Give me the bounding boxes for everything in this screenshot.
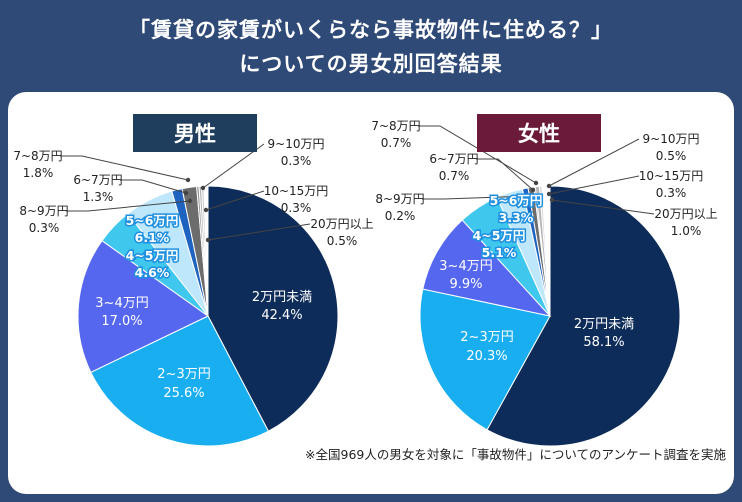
slice-value: 9.9% [449, 277, 482, 292]
leader-dot [185, 177, 191, 183]
male-badge [133, 114, 257, 152]
slice-value: 0.2% [385, 209, 416, 223]
slice-value: 0.5% [656, 149, 687, 163]
slice-label: 2~3万円 [460, 330, 513, 345]
slice-value: 0.3% [281, 201, 312, 215]
footnote: ※全国969人の男女を対象に「事故物件」についてのアンケート調査を実施 [305, 447, 726, 462]
slice-label: 6~7万円 [429, 152, 478, 166]
leader-dot [546, 191, 552, 197]
slice-value: 1.8% [23, 166, 54, 180]
pie-slice [419, 288, 551, 431]
leader-line [418, 125, 537, 184]
slice-label: 3~4万円 [439, 259, 492, 274]
slice-label: 2万円未満 [574, 317, 634, 332]
female-pie [418, 125, 681, 447]
leader-dot [205, 237, 211, 243]
slice-label: 6~7万円 [73, 173, 122, 187]
male-pie [60, 143, 339, 447]
title-line-2: についての男女別回答結果 [239, 52, 503, 76]
slice-label: 7~8万円 [371, 119, 420, 133]
leader-line [548, 175, 640, 195]
leader-dot [530, 187, 536, 193]
leader-line [422, 195, 532, 200]
leader-dot [533, 180, 539, 186]
leader-line [207, 223, 311, 241]
slice-value: 25.6% [163, 386, 204, 401]
pie-slice [90, 315, 270, 447]
chart-header: 「賃貸の家賃がいくらなら事故物件に住める？」 についての男女別回答結果 [0, 0, 742, 88]
slice-label: 10~15万円 [264, 184, 329, 198]
slice-value: 58.1% [583, 335, 624, 350]
slice-value: 0.5% [327, 234, 358, 248]
slice-label: 9~10万円 [643, 132, 700, 146]
slice-label: 20万円以上 [654, 207, 717, 221]
pie-slice [486, 185, 681, 447]
leader-line [548, 138, 640, 187]
slice-label: 5~6万円 [126, 213, 179, 228]
leader-dot [549, 197, 555, 203]
slice-value: 0.3% [656, 186, 687, 200]
slice-label: 8~9万円 [19, 204, 68, 218]
pie-slice [422, 219, 552, 317]
slice-label: 8~9万円 [375, 192, 424, 206]
slice-value: 1.0% [671, 224, 702, 238]
leader-line [66, 200, 191, 212]
slice-value: 0.3% [281, 154, 312, 168]
female-title: 女性 [518, 122, 560, 146]
slice-label: 7~8万円 [13, 149, 62, 163]
slice-value: 5.1% [482, 245, 517, 260]
slice-value: 1.3% [83, 190, 114, 204]
leader-line [205, 190, 265, 211]
leader-line [551, 199, 655, 215]
slice-value: 20.3% [466, 349, 507, 364]
slice-value: 6.1% [135, 230, 170, 245]
leader-dot [546, 183, 552, 189]
slice-value: 0.7% [381, 136, 412, 150]
slice-value: 3.3% [499, 210, 534, 225]
leader-dot [200, 185, 206, 191]
slice-value: 0.7% [439, 169, 470, 183]
pie-slice [207, 185, 339, 432]
slice-value: 0.3% [29, 221, 60, 235]
female-badge [477, 114, 601, 152]
slice-value: 4.6% [135, 265, 170, 280]
leader-dot [528, 193, 534, 199]
male-title: 男性 [174, 122, 216, 146]
title-line-1: 「賃貸の家賃がいくらなら事故物件に住める？」 [129, 18, 613, 42]
slice-label: 9~10万円 [268, 137, 325, 151]
leader-line [120, 179, 187, 194]
leader-line [60, 155, 189, 181]
leader-line [476, 158, 534, 191]
slice-label: 2万円未満 [252, 290, 312, 305]
leader-dot [183, 190, 189, 196]
leader-dot [203, 207, 209, 213]
slice-label: 10~15万円 [639, 169, 704, 183]
slice-label: 4~5万円 [126, 248, 179, 263]
slice-label: 3~4万円 [95, 296, 148, 311]
slice-label: 5~6万円 [490, 193, 543, 208]
slice-label: 2~3万円 [157, 367, 210, 382]
leader-dot [187, 198, 193, 204]
pie-slice [77, 240, 209, 374]
slice-value: 17.0% [101, 314, 142, 329]
slice-label: 4~5万円 [473, 228, 526, 243]
slice-label: 20万円以上 [310, 217, 373, 231]
slice-value: 42.4% [261, 308, 302, 323]
